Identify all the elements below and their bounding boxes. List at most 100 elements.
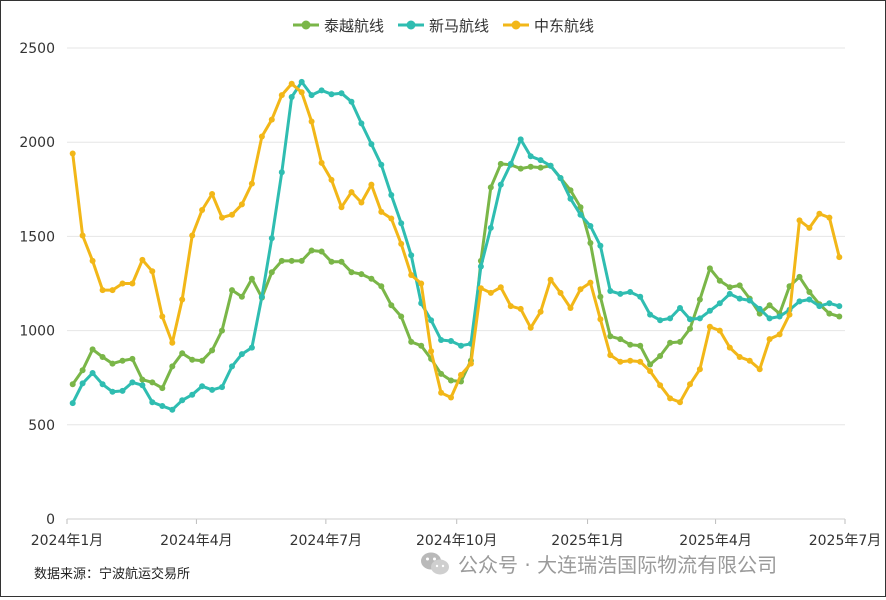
x-tick-label: 2025年7月	[809, 533, 882, 549]
data-point	[308, 118, 315, 125]
legend-label: 中东航线	[534, 17, 594, 35]
data-point	[657, 353, 664, 359]
data-point	[189, 391, 196, 398]
data-point	[378, 208, 385, 215]
data-point	[687, 325, 693, 332]
data-point	[736, 295, 743, 302]
data-point	[99, 354, 106, 360]
data-point	[746, 297, 753, 304]
data-point	[238, 201, 245, 208]
data-point	[726, 284, 733, 291]
data-point	[199, 357, 206, 364]
data-point	[547, 276, 554, 283]
data-point	[458, 371, 464, 378]
data-point	[448, 394, 454, 401]
data-point	[408, 252, 415, 259]
data-point	[159, 313, 166, 320]
data-point	[597, 293, 604, 300]
data-point	[776, 313, 783, 320]
data-point	[348, 269, 355, 276]
data-point	[617, 290, 624, 297]
x-tick-label: 2024年10月	[416, 533, 497, 549]
data-point	[189, 356, 196, 363]
legend-swatch-dot	[511, 20, 521, 30]
data-point	[667, 395, 674, 402]
data-point	[527, 163, 534, 170]
data-point	[796, 273, 803, 280]
data-point	[567, 187, 574, 194]
data-point	[657, 317, 664, 324]
data-point	[408, 272, 415, 278]
data-point	[418, 280, 425, 287]
data-point	[199, 207, 206, 213]
y-tick-label: 500	[28, 418, 55, 434]
data-point	[129, 280, 136, 287]
data-point	[328, 91, 335, 98]
data-point	[149, 268, 156, 275]
data-point	[318, 159, 325, 166]
data-point	[477, 285, 484, 292]
data-point	[597, 242, 604, 249]
data-point	[806, 224, 813, 231]
data-point	[716, 327, 723, 334]
data-point	[736, 354, 743, 360]
series-line	[71, 82, 841, 404]
data-point	[696, 296, 703, 303]
data-point	[547, 162, 554, 169]
data-point	[179, 350, 186, 357]
data-point	[278, 92, 285, 99]
data-point	[467, 360, 474, 367]
data-point	[587, 223, 594, 229]
data-point	[716, 277, 723, 284]
data-point	[129, 355, 136, 362]
data-point	[288, 94, 295, 100]
data-point	[637, 293, 644, 300]
data-point	[706, 323, 713, 330]
data-point	[139, 256, 146, 263]
series-line	[71, 80, 841, 412]
data-point	[199, 383, 206, 390]
data-point	[647, 361, 654, 368]
data-point	[746, 357, 753, 364]
data-point	[298, 89, 305, 96]
legend-item: 泰越航线	[293, 17, 384, 35]
data-point	[378, 161, 385, 168]
x-tick-label: 2025年4月	[679, 533, 752, 549]
data-point	[368, 275, 375, 282]
data-point	[109, 388, 116, 395]
data-point	[497, 284, 504, 291]
data-point	[258, 133, 265, 140]
data-point	[99, 287, 106, 294]
data-point	[736, 282, 743, 289]
y-tick-labels: 0 500 1000 1500 2000 2500	[19, 41, 55, 528]
x-tick-labels: 2024年1月 2024年4月 2024年7月 2024年10月 2025年1月 2025…	[31, 533, 882, 549]
data-point	[796, 298, 803, 305]
data-point	[438, 370, 445, 377]
data-point	[487, 289, 494, 296]
data-point	[627, 341, 634, 348]
data-point	[537, 164, 544, 171]
series-0	[69, 160, 843, 392]
series-1	[69, 78, 843, 413]
series-lines	[69, 78, 843, 413]
gridlines	[66, 47, 846, 524]
data-point	[348, 98, 355, 105]
data-point	[537, 308, 544, 315]
data-point	[328, 176, 335, 183]
data-point	[677, 305, 683, 311]
data-point	[766, 315, 773, 322]
data-point	[677, 399, 683, 406]
data-point	[687, 316, 693, 323]
data-point	[716, 300, 723, 307]
legend-label: 新马航线	[429, 17, 489, 35]
data-point	[706, 307, 713, 314]
data-point	[776, 331, 783, 338]
data-point	[229, 363, 235, 370]
data-point	[537, 157, 544, 164]
data-point	[726, 290, 733, 297]
legend-swatch-dot	[406, 20, 416, 30]
data-point	[706, 265, 713, 272]
data-point	[119, 387, 126, 394]
